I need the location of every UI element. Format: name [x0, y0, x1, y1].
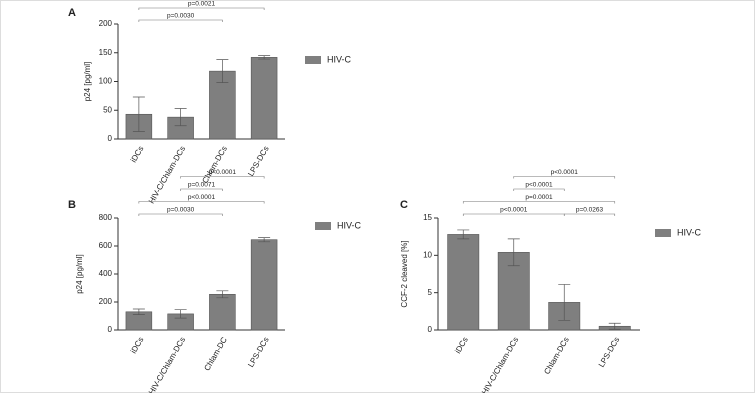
- y-tick-label: 150: [99, 48, 113, 57]
- error-bar: [507, 238, 520, 267]
- p-value-label: p<0.0001: [525, 182, 553, 189]
- y-axis-label: p24 [pg/ml]: [83, 62, 92, 102]
- significance-bracket: [180, 176, 265, 179]
- panel-letter: C: [400, 199, 408, 211]
- bar: [250, 239, 278, 331]
- error-bar: [258, 55, 271, 60]
- panel-letter: A: [68, 7, 76, 19]
- error-bar: [174, 309, 187, 319]
- legend-swatch: [315, 222, 331, 230]
- error-bar: [608, 322, 621, 330]
- error-bar: [174, 108, 187, 127]
- p-value-label: p<0.0001: [500, 207, 528, 214]
- bar: [209, 293, 236, 331]
- significance-bracket: [138, 213, 223, 216]
- legend-swatch: [305, 56, 321, 64]
- y-tick-label: 10: [423, 250, 432, 259]
- p-value-label: p=0.0030: [167, 207, 195, 214]
- p-value-label: p<0.0001: [209, 169, 237, 176]
- p-value-label: p=0.0001: [525, 194, 553, 201]
- significance-bracket: [180, 188, 223, 191]
- bar: [250, 57, 278, 140]
- y-tick-label: 15: [423, 213, 432, 222]
- error-bar: [558, 284, 571, 321]
- legend-swatch: [655, 229, 671, 237]
- error-bar: [132, 96, 145, 132]
- y-tick-label: 200: [99, 19, 113, 28]
- y-tick-label: 0: [108, 325, 113, 334]
- p-value-label: p<0.0001: [188, 194, 216, 201]
- y-axis-label: p24 [pg/ml]: [75, 254, 84, 294]
- y-axis-label: CCF-2 cleaved [%]: [400, 240, 409, 307]
- y-tick-label: 600: [99, 241, 113, 250]
- error-bar: [457, 229, 470, 240]
- significance-bracket: [138, 19, 223, 22]
- y-tick-label: 800: [99, 213, 113, 222]
- p-value-label: p=0.0263: [576, 207, 604, 214]
- bar: [447, 234, 480, 331]
- p-value-label: p=0.0021: [188, 1, 216, 8]
- error-bar: [216, 59, 229, 83]
- legend-label: HIV-C: [677, 227, 702, 237]
- significance-bracket: [138, 201, 265, 204]
- error-bar: [132, 308, 145, 315]
- significance-bracket: [563, 213, 616, 216]
- error-bar: [258, 237, 271, 243]
- panel-letter: B: [68, 199, 76, 211]
- significance-bracket: [513, 188, 565, 191]
- y-tick-label: 50: [103, 105, 112, 114]
- p-value-label: p=0.0030: [167, 13, 195, 20]
- legend-label: HIV-C: [337, 220, 362, 230]
- y-tick-label: 0: [108, 134, 113, 143]
- p-value-label: p=0.0071: [188, 182, 216, 189]
- y-tick-label: 5: [428, 288, 433, 297]
- legend-label: HIV-C: [327, 54, 352, 64]
- y-tick-label: 400: [99, 269, 113, 278]
- y-tick-label: 0: [428, 325, 433, 334]
- p-value-label: p<0.0001: [551, 169, 579, 176]
- y-tick-label: 100: [99, 77, 113, 86]
- y-tick-label: 200: [99, 297, 113, 306]
- error-bar: [216, 290, 229, 299]
- significance-bracket: [462, 201, 616, 204]
- significance-bracket: [513, 176, 616, 179]
- significance-bracket: [138, 7, 265, 10]
